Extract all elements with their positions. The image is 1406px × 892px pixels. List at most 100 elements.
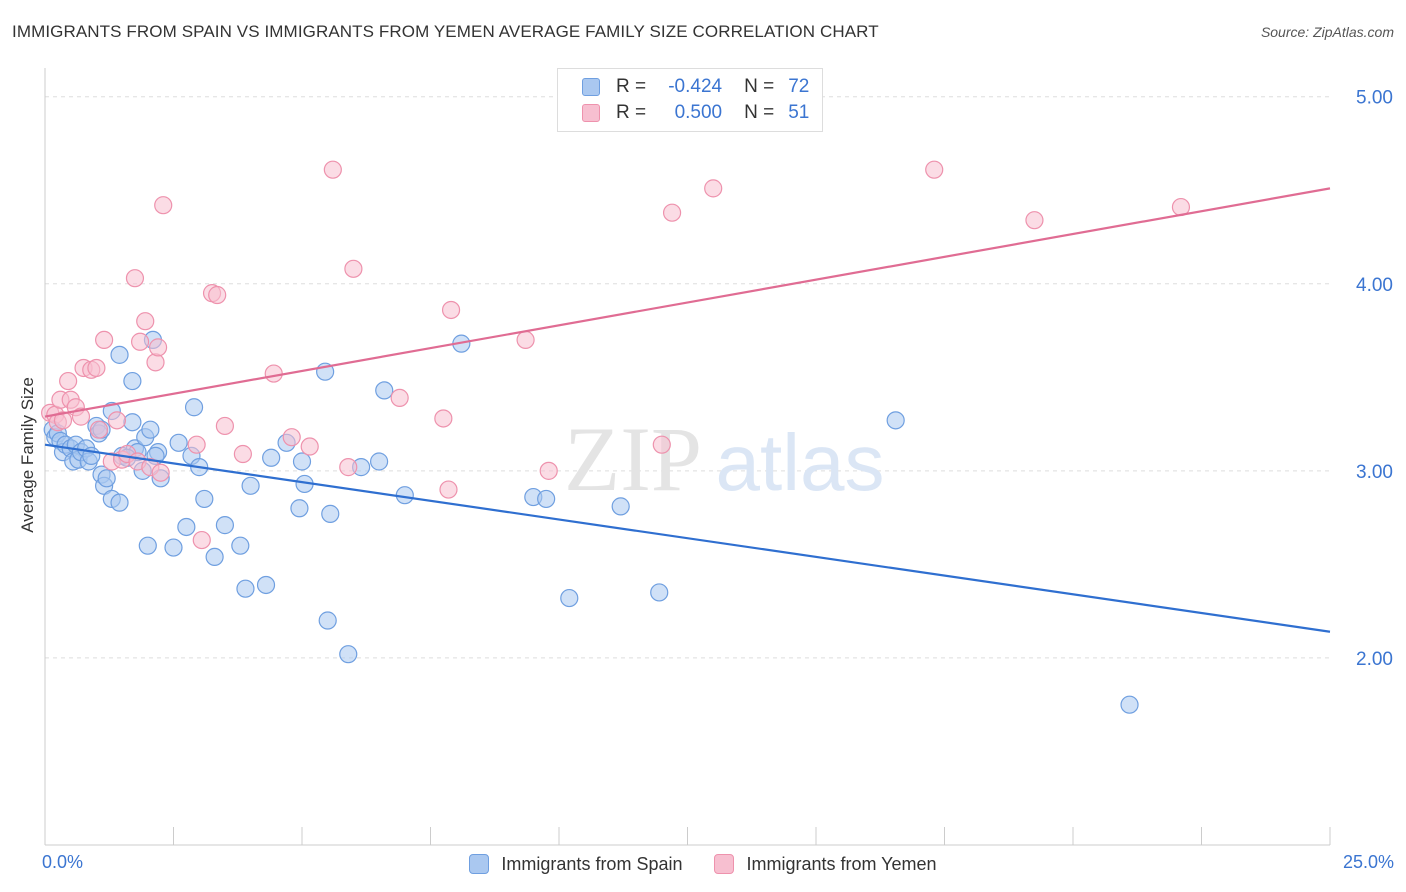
y-tick-label: 2.00 bbox=[1356, 649, 1393, 670]
yemen-point bbox=[434, 409, 453, 428]
yemen-point bbox=[441, 300, 461, 320]
r-label: R = bbox=[616, 102, 647, 123]
yemen-point bbox=[146, 353, 165, 372]
yemen-point bbox=[282, 428, 301, 447]
stats-legend-row-yemen: R = 0.500 N = 51 bbox=[582, 100, 809, 126]
yemen-point bbox=[704, 179, 723, 198]
spain-point bbox=[290, 499, 309, 518]
yemen-point bbox=[339, 458, 358, 477]
spain-point bbox=[215, 516, 234, 535]
spain-point bbox=[123, 413, 142, 432]
spain-point bbox=[110, 493, 129, 512]
spain-point bbox=[231, 536, 250, 555]
spain-point bbox=[110, 345, 129, 364]
spain-point bbox=[321, 504, 340, 523]
x-tick-label-min: 0.0% bbox=[42, 852, 84, 872]
yemen-point bbox=[300, 437, 319, 456]
n-label: N = bbox=[744, 102, 775, 123]
spain-point bbox=[339, 645, 358, 664]
stats-legend-row-spain: R = -0.424 N = 72 bbox=[582, 74, 809, 100]
y-tick-label: 4.00 bbox=[1356, 275, 1393, 296]
y-tick-label: 3.00 bbox=[1356, 462, 1393, 483]
y-tick-label: 5.00 bbox=[1356, 88, 1393, 109]
r-value: -0.424 bbox=[668, 76, 723, 97]
spain-point bbox=[375, 381, 394, 400]
spain-point bbox=[184, 398, 204, 417]
yemen-point bbox=[187, 435, 206, 454]
yemen-point bbox=[208, 285, 227, 305]
yemen-point bbox=[652, 435, 671, 454]
spain-point bbox=[141, 420, 160, 439]
yemen-point bbox=[87, 358, 106, 378]
yemen-point bbox=[154, 196, 173, 215]
legend-item-yemen: Immigrants from Yemen bbox=[714, 853, 937, 875]
yemen-point bbox=[390, 388, 409, 407]
spain-point bbox=[241, 476, 260, 495]
legend-item-spain: Immigrants from Spain bbox=[469, 854, 682, 875]
chart-title: IMMIGRANTS FROM SPAIN VS IMMIGRANTS FROM… bbox=[12, 22, 879, 41]
stats-legend: R = -0.424 N = 72 R = 0.500 N = 51 bbox=[557, 68, 823, 132]
yemen-point bbox=[107, 411, 127, 430]
yemen-point bbox=[323, 160, 342, 179]
x-tick-label-max: 25.0% bbox=[1342, 852, 1394, 872]
spain-point bbox=[292, 452, 312, 471]
yemen-point bbox=[192, 530, 211, 550]
yemen-point bbox=[516, 330, 535, 350]
yemen-point bbox=[95, 330, 114, 350]
y-axis-label: Average Family Size bbox=[18, 377, 37, 533]
spain-point bbox=[318, 611, 337, 630]
legend-label-yemen: Immigrants from Yemen bbox=[746, 853, 937, 874]
yemen-point bbox=[215, 416, 234, 436]
yemen-point bbox=[264, 364, 283, 383]
yemen-point bbox=[71, 407, 91, 426]
yemen-trend-line bbox=[44, 187, 1331, 418]
spain-point bbox=[1120, 695, 1139, 714]
yemen-point bbox=[233, 444, 252, 464]
spain-point bbox=[256, 575, 276, 595]
n-value: 72 bbox=[788, 76, 810, 97]
yemen-point bbox=[136, 312, 155, 331]
spain-point bbox=[164, 538, 183, 557]
spain-point bbox=[169, 433, 188, 452]
yemen-point bbox=[89, 420, 109, 439]
watermark-atlas: atlas bbox=[716, 418, 885, 507]
spain-point bbox=[537, 489, 556, 509]
yemen-point bbox=[151, 463, 170, 482]
spain-point bbox=[611, 497, 630, 516]
source-label: Source: ZipAtlas.com bbox=[1260, 24, 1394, 40]
legend-label-spain: Immigrants from Spain bbox=[501, 853, 683, 874]
n-label: N = bbox=[744, 76, 775, 97]
yemen-point bbox=[662, 203, 682, 222]
spain-point bbox=[97, 469, 116, 488]
yemen-point bbox=[148, 338, 168, 357]
r-label: R = bbox=[616, 76, 647, 97]
yemen-point bbox=[439, 480, 458, 499]
spain-point bbox=[262, 448, 281, 467]
yemen-point bbox=[925, 160, 944, 179]
spain-point bbox=[138, 536, 157, 555]
yemen-swatch bbox=[582, 104, 600, 122]
spain-trend-line bbox=[44, 443, 1331, 633]
yemen-point bbox=[344, 259, 363, 278]
yemen-point bbox=[539, 461, 558, 480]
yemen-point bbox=[125, 269, 145, 288]
series-legend: Immigrants from Spain Immigrants from Ye… bbox=[0, 852, 1406, 876]
yemen-point bbox=[1025, 211, 1044, 230]
spain-point bbox=[177, 517, 196, 537]
spain-point bbox=[650, 583, 669, 602]
spain-swatch bbox=[582, 78, 600, 96]
spain-point bbox=[886, 411, 905, 430]
spain-point bbox=[236, 579, 255, 598]
r-value: 0.500 bbox=[674, 102, 723, 123]
yemen-point bbox=[130, 332, 150, 351]
spain-point bbox=[205, 547, 224, 567]
spain-point bbox=[370, 452, 389, 471]
spain-point bbox=[123, 371, 142, 391]
n-value: 51 bbox=[788, 102, 810, 123]
spain-point bbox=[560, 588, 579, 608]
yemen-point bbox=[59, 371, 78, 391]
watermark-zip: ZIP bbox=[564, 408, 702, 510]
yemen-point bbox=[53, 411, 73, 430]
legend-swatch-yemen bbox=[714, 854, 735, 874]
